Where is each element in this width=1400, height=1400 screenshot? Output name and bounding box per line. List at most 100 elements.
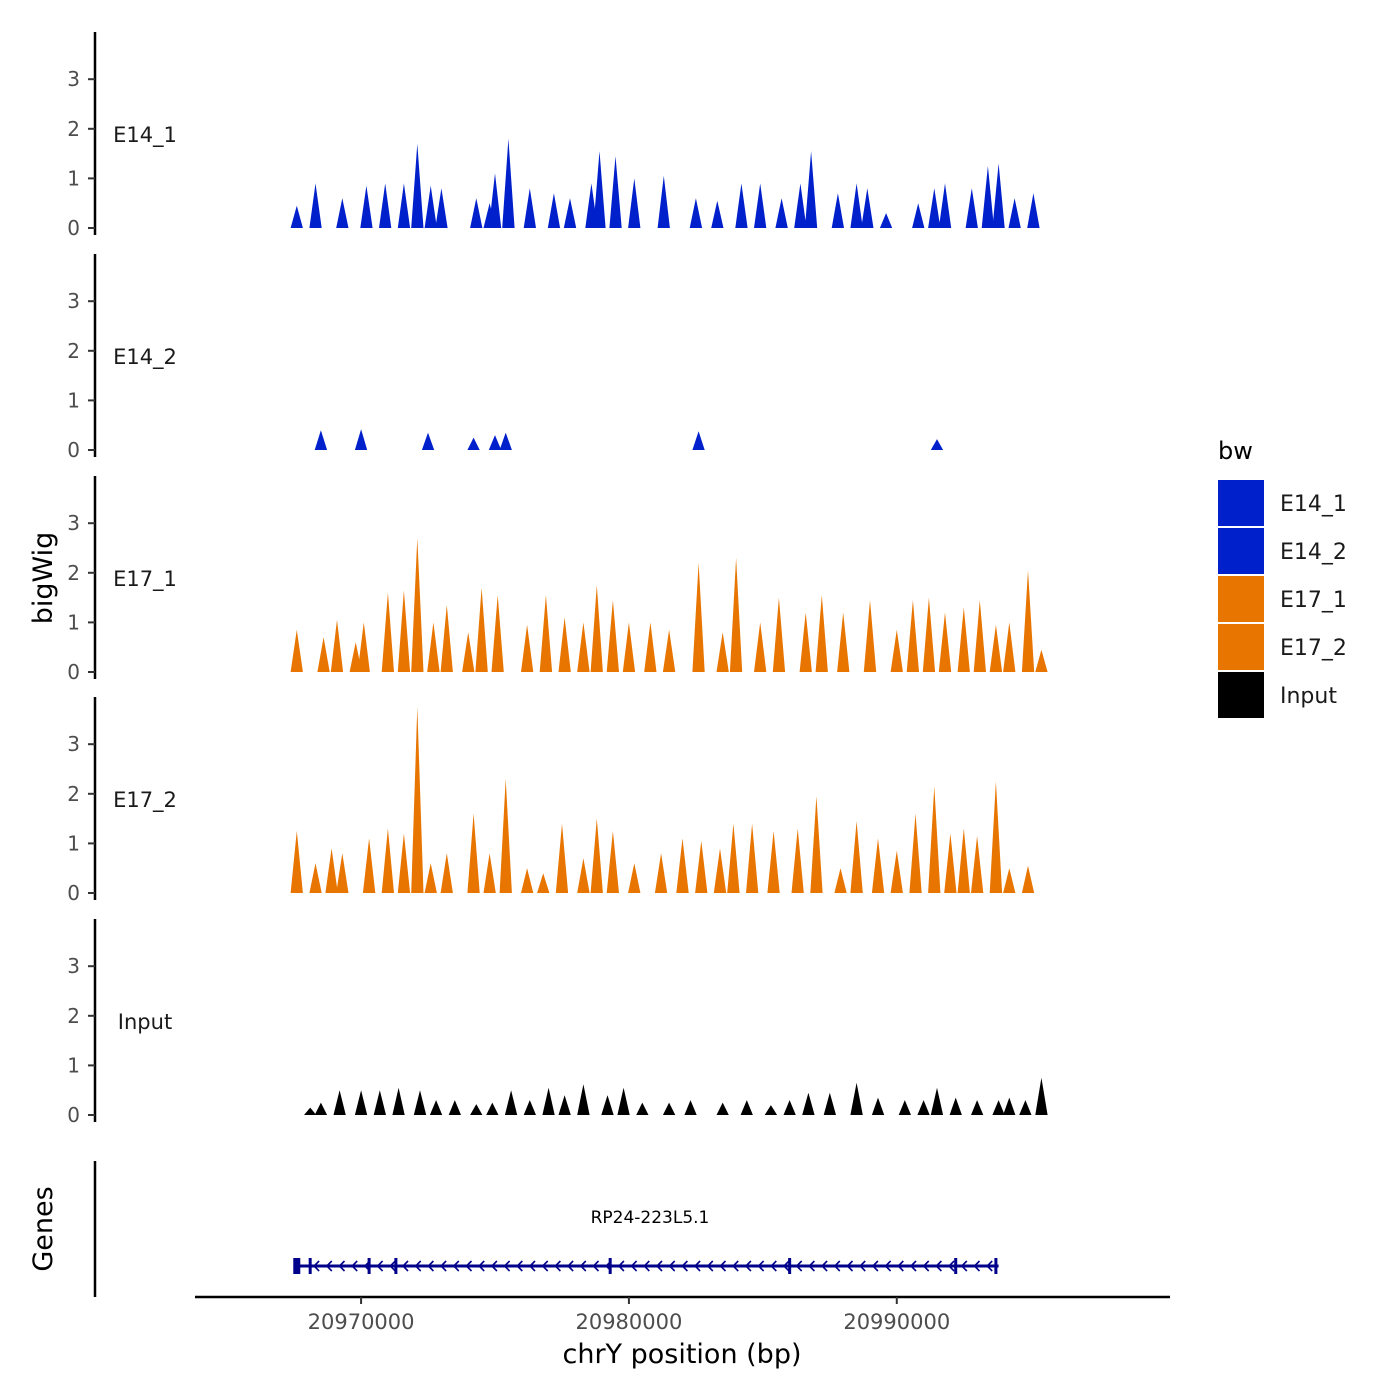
strand-arrow bbox=[528, 1260, 536, 1272]
coverage-peak bbox=[521, 624, 534, 672]
strand-arrow bbox=[960, 1260, 968, 1272]
coverage-peak bbox=[381, 592, 394, 672]
x-tick-label: 20970000 bbox=[308, 1310, 415, 1334]
coverage-panels: 0 1 2 3 E14_1 0 1 2 3 E14_2 0 1 2 3 E17_1 0 1 2 3 E17_2 0 1 2 3… bbox=[67, 32, 1048, 1127]
coverage-peak bbox=[949, 1097, 962, 1115]
x-tick-label: 20980000 bbox=[575, 1310, 682, 1334]
coverage-peak bbox=[794, 183, 807, 228]
coverage-peak bbox=[992, 1100, 1005, 1115]
coverage-peak bbox=[577, 622, 590, 672]
coverage-peak bbox=[523, 188, 536, 228]
coverage-peak bbox=[290, 205, 303, 228]
coverage-peak bbox=[609, 156, 622, 228]
coverage-peak bbox=[397, 833, 411, 893]
coverage-peak bbox=[563, 198, 577, 228]
coverage-peak bbox=[871, 838, 885, 893]
y-tick-label: 0 bbox=[67, 881, 80, 905]
strand-arrow bbox=[871, 1260, 879, 1272]
coverage-peak bbox=[802, 1092, 815, 1115]
coverage-peak bbox=[488, 173, 502, 228]
track-label: E14_2 bbox=[113, 345, 177, 370]
gene-exon bbox=[308, 1258, 312, 1274]
coverage-peak bbox=[330, 619, 344, 672]
coverage-peak bbox=[957, 607, 970, 672]
strand-arrow bbox=[833, 1260, 841, 1272]
strand-arrow bbox=[922, 1260, 930, 1272]
coverage-peak bbox=[861, 188, 874, 228]
y-tick-label: 1 bbox=[67, 388, 80, 412]
track-label: Input bbox=[118, 1010, 172, 1034]
coverage-peak bbox=[421, 432, 435, 450]
coverage-peak bbox=[606, 831, 619, 893]
strand-arrow bbox=[884, 1260, 892, 1272]
coverage-peak bbox=[764, 1105, 778, 1115]
coverage-peak bbox=[502, 138, 515, 228]
gene-exon bbox=[394, 1258, 398, 1274]
coverage-peak bbox=[542, 1087, 555, 1115]
legend-item: E17_2 bbox=[1218, 624, 1347, 670]
coverage-peak bbox=[662, 629, 676, 672]
coverage-peak bbox=[981, 166, 994, 228]
coverage-area bbox=[304, 1077, 1048, 1115]
genes-track-label: Genes bbox=[28, 1186, 59, 1271]
coverage-peak bbox=[654, 853, 668, 893]
coverage-peak bbox=[754, 183, 767, 228]
coverage-peak bbox=[636, 1102, 649, 1115]
legend-swatch bbox=[1218, 672, 1264, 718]
coverage-peak bbox=[467, 813, 480, 893]
coverage-peak bbox=[909, 813, 922, 893]
coverage-peak bbox=[336, 198, 349, 228]
coverage-peak bbox=[944, 833, 957, 893]
coverage-peak bbox=[411, 707, 424, 893]
strand-arrow bbox=[414, 1260, 422, 1272]
coverage-peak bbox=[834, 868, 847, 893]
coverage-peak bbox=[440, 605, 453, 672]
legend-title: bw bbox=[1218, 437, 1253, 465]
strand-arrow bbox=[617, 1260, 625, 1272]
y-tick-label: 0 bbox=[67, 438, 80, 462]
coverage-peak bbox=[499, 432, 512, 450]
coverage-peak bbox=[440, 853, 453, 893]
coverage-peak bbox=[775, 198, 788, 228]
coverage-peak bbox=[1019, 1100, 1032, 1115]
track-label: E17_2 bbox=[113, 788, 177, 813]
strand-arrow bbox=[897, 1260, 904, 1272]
coverage-peak bbox=[729, 557, 743, 672]
coverage-peak bbox=[333, 1090, 346, 1115]
coverage-peak bbox=[1021, 865, 1035, 893]
strand-arrow bbox=[376, 1260, 384, 1272]
coverage-peak bbox=[577, 1084, 590, 1115]
coverage-peak bbox=[435, 188, 448, 228]
coverage-peak bbox=[971, 1100, 984, 1115]
y-tick-label: 0 bbox=[67, 1103, 80, 1127]
strand-arrow bbox=[439, 1260, 447, 1272]
coverage-peak bbox=[662, 1102, 676, 1115]
coverage-peak bbox=[1035, 1077, 1048, 1115]
coverage-peak bbox=[470, 198, 483, 228]
coverage-peak bbox=[890, 850, 903, 893]
coverage-peak bbox=[740, 1100, 753, 1115]
strand-arrow bbox=[503, 1260, 511, 1272]
coverage-peak bbox=[290, 629, 303, 672]
strand-arrow bbox=[795, 1260, 803, 1272]
legend-item: E14_1 bbox=[1218, 480, 1347, 526]
coverage-peak bbox=[692, 431, 705, 450]
coverage-peak bbox=[767, 831, 780, 893]
coverage-peak bbox=[411, 538, 424, 672]
legend-swatch bbox=[1218, 528, 1264, 574]
strand-arrow bbox=[541, 1260, 549, 1272]
coverage-peak bbox=[558, 1095, 571, 1115]
coverage-peak bbox=[1003, 622, 1016, 672]
coverage-peak bbox=[716, 1102, 729, 1115]
y-tick-label: 0 bbox=[67, 660, 80, 684]
coverage-peak bbox=[504, 1090, 518, 1115]
y-tick-label: 1 bbox=[67, 831, 80, 855]
coverage-peak bbox=[727, 823, 740, 893]
y-tick-label: 2 bbox=[67, 1004, 80, 1028]
coverage-peak bbox=[938, 612, 952, 672]
coverage-peak bbox=[879, 213, 893, 228]
coverage-peak bbox=[558, 617, 571, 672]
coverage-peak bbox=[360, 185, 373, 228]
strand-arrow bbox=[846, 1260, 854, 1272]
